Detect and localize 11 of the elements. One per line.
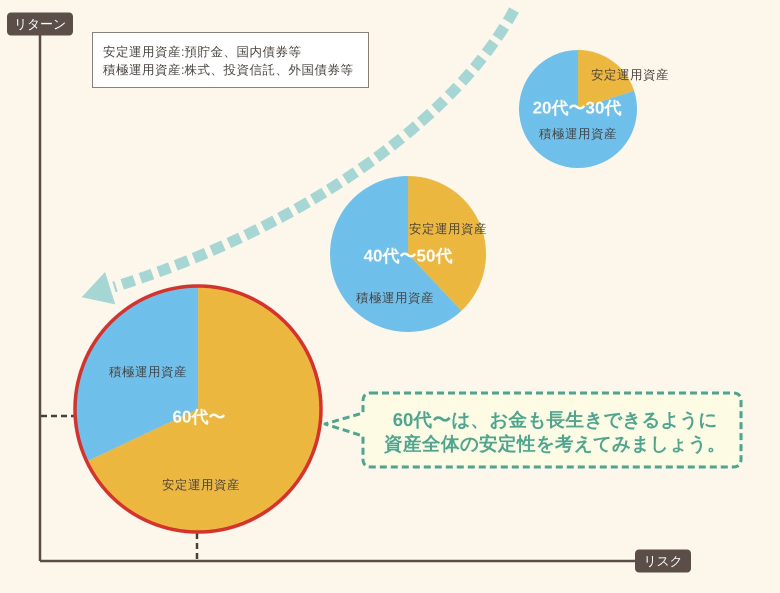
text: 60代〜は、お金も長生きできるように資産全体の安定性を考えてみましょう。 — [383, 408, 726, 454]
slice-label: 積極運用資産 — [539, 126, 617, 141]
text: リスク — [644, 554, 682, 568]
text: 20代〜30代 — [532, 98, 622, 118]
text: 安定運用資産:預貯金、国内債券等 — [103, 44, 302, 59]
text: リターン — [14, 16, 66, 32]
pie-slice — [330, 176, 462, 332]
text: 積極運用資産:株式、投資信託、外国債券等 — [103, 62, 354, 77]
slice-label: 積極運用資産 — [109, 364, 187, 379]
slice-label: 安定運用資産 — [162, 477, 240, 492]
slice-label: 積極運用資産 — [356, 290, 434, 305]
